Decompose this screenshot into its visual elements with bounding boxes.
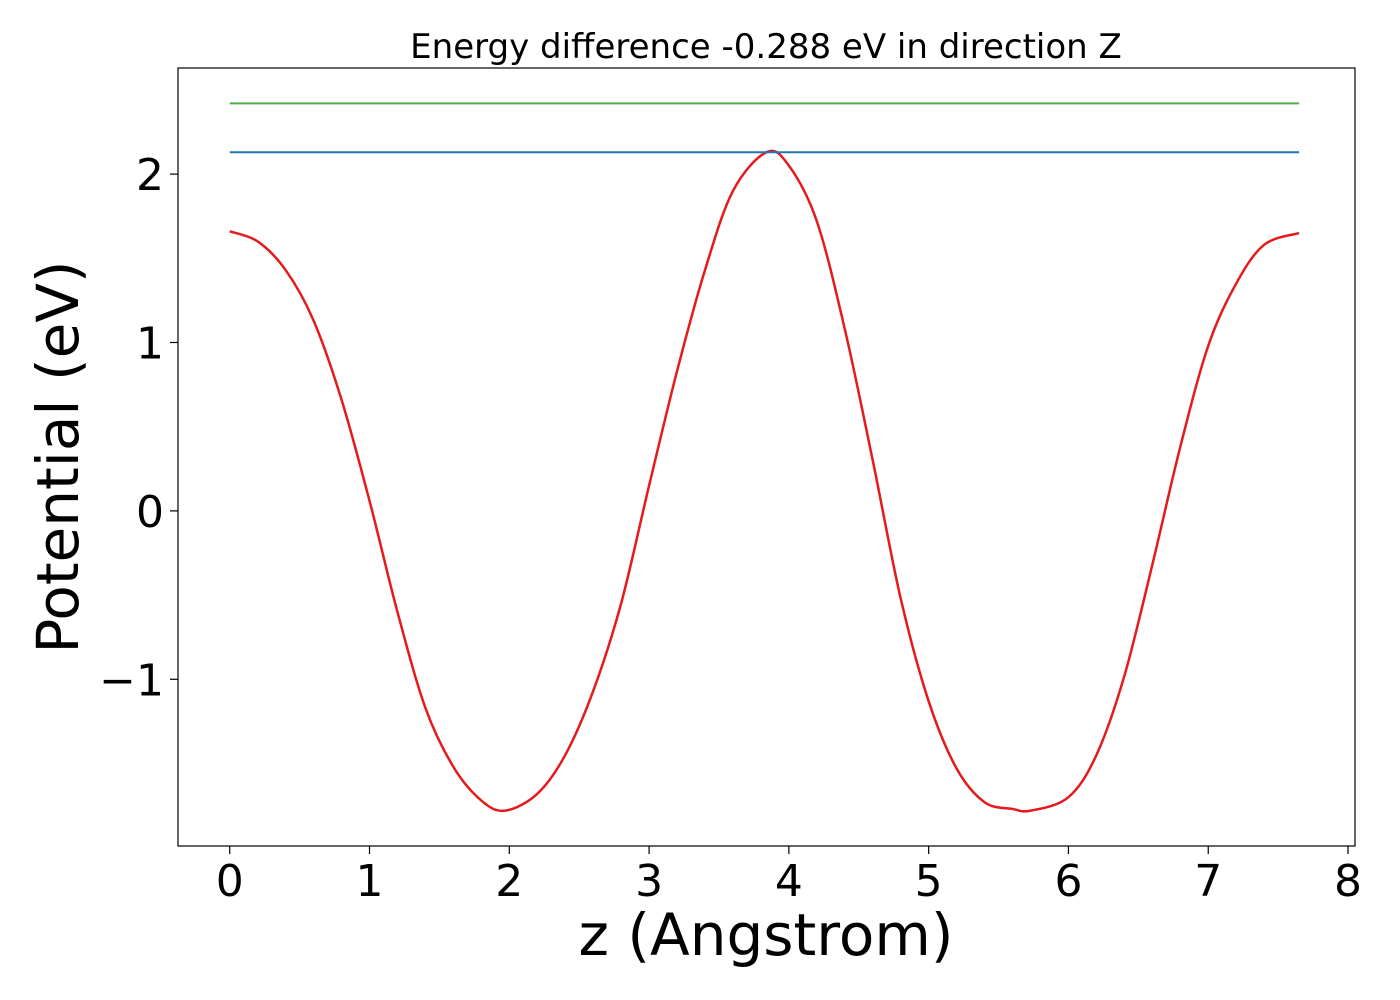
y-axis-ticks: −1 0 1 2	[99, 150, 178, 706]
x-tick-label: 4	[775, 856, 803, 907]
y-tick-label: −1	[99, 655, 164, 706]
plot-frame	[177, 67, 1356, 847]
y-tick-label: 2	[136, 150, 164, 201]
x-axis-ticks: 0 1 2 3 4 5 6 7 8	[216, 846, 1362, 907]
y-axis-label: Potential (eV)	[24, 260, 92, 653]
y-tick-label: 1	[136, 318, 164, 369]
x-tick-label: 7	[1194, 856, 1222, 907]
x-tick-label: 2	[495, 856, 523, 907]
x-tick-label: 8	[1334, 856, 1362, 907]
chart-title: Energy difference -0.288 eV in direction…	[410, 27, 1122, 67]
x-tick-label: 6	[1054, 856, 1082, 907]
series-layer	[229, 102, 1300, 813]
series-line-1	[229, 149, 1300, 813]
x-tick-label: 5	[915, 856, 943, 907]
x-tick-label: 3	[635, 856, 663, 907]
x-tick-label: 0	[216, 856, 244, 907]
x-axis-label: z (Angstrom)	[579, 901, 954, 969]
y-tick-label: 0	[136, 487, 164, 538]
x-tick-label: 1	[356, 856, 384, 907]
